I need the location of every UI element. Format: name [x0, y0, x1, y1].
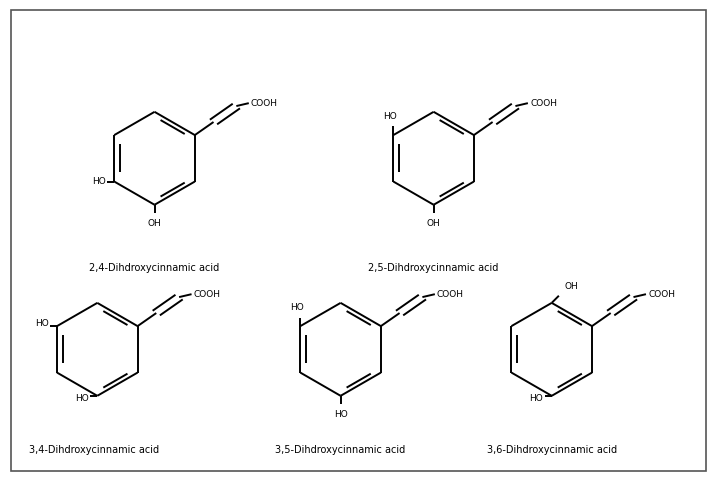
Text: COOH: COOH — [648, 290, 675, 299]
Text: COOH: COOH — [251, 99, 278, 108]
Text: 3,6-Dihdroxycinnamic acid: 3,6-Dihdroxycinnamic acid — [487, 445, 617, 455]
Text: 2,4-Dihdroxycinnamic acid: 2,4-Dihdroxycinnamic acid — [90, 263, 219, 273]
Text: OH: OH — [148, 219, 161, 228]
Text: HO: HO — [92, 177, 105, 186]
Text: HO: HO — [383, 112, 397, 121]
Text: COOH: COOH — [194, 290, 221, 299]
Text: HO: HO — [75, 394, 89, 403]
Text: OH: OH — [564, 282, 579, 291]
Text: HO: HO — [529, 394, 543, 403]
Text: HO: HO — [34, 319, 49, 328]
Text: OH: OH — [427, 219, 440, 228]
Text: HO: HO — [290, 303, 303, 312]
Text: 3,4-Dihdroxycinnamic acid: 3,4-Dihdroxycinnamic acid — [29, 445, 158, 455]
Text: 2,5-Dihdroxycinnamic acid: 2,5-Dihdroxycinnamic acid — [369, 263, 499, 273]
Text: 3,5-Dihdroxycinnamic acid: 3,5-Dihdroxycinnamic acid — [275, 445, 406, 455]
Text: HO: HO — [333, 410, 348, 419]
Text: COOH: COOH — [437, 290, 464, 299]
Text: COOH: COOH — [530, 99, 557, 108]
